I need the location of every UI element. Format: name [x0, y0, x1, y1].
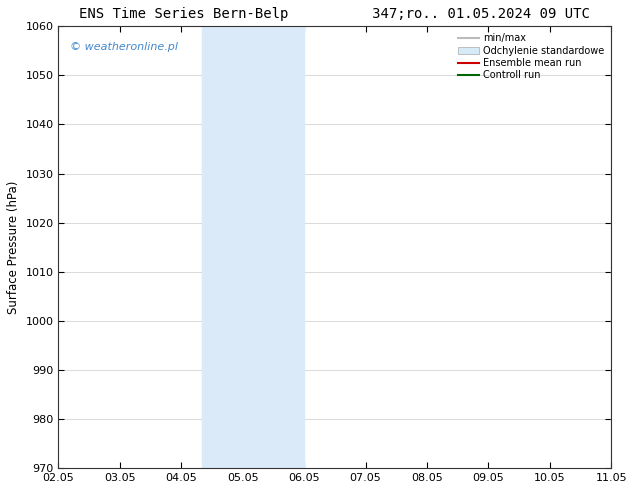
Y-axis label: Surface Pressure (hPa): Surface Pressure (hPa) — [7, 180, 20, 314]
Bar — [243, 26, 304, 468]
Bar — [611, 26, 634, 468]
Text: © weatheronline.pl: © weatheronline.pl — [70, 42, 178, 52]
Bar — [202, 26, 243, 468]
Title: ENS Time Series Bern-Belp          347;ro.. 01.05.2024 09 UTC: ENS Time Series Bern-Belp 347;ro.. 01.05… — [79, 7, 590, 21]
Legend: min/max, Odchylenie standardowe, Ensemble mean run, Controll run: min/max, Odchylenie standardowe, Ensembl… — [456, 31, 606, 82]
